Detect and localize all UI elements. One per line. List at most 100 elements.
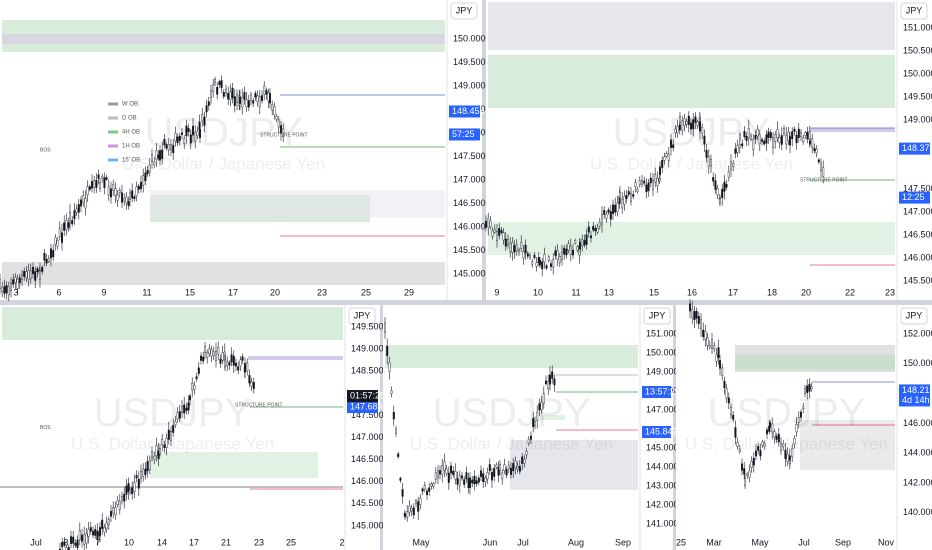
candle <box>230 354 233 363</box>
candle <box>488 464 491 472</box>
annotation: BOS <box>40 147 51 153</box>
candle <box>69 536 72 544</box>
candle <box>583 240 586 246</box>
candle <box>489 220 492 227</box>
candle <box>659 166 662 176</box>
candle <box>743 131 746 137</box>
candle <box>543 253 546 263</box>
candle <box>652 180 655 190</box>
candle <box>142 175 145 186</box>
candle <box>163 444 166 448</box>
candle <box>596 227 599 233</box>
candle <box>133 196 136 199</box>
candle <box>214 350 217 362</box>
candle <box>536 411 539 421</box>
candle <box>194 132 197 142</box>
candle <box>539 259 542 266</box>
candle <box>691 308 694 318</box>
candle <box>756 129 759 137</box>
candle <box>116 194 119 201</box>
candle <box>243 92 246 100</box>
candle <box>395 428 398 434</box>
candle <box>702 329 705 337</box>
candle <box>443 461 446 471</box>
countdown: 01:57:25 <box>350 390 385 400</box>
candle <box>551 371 554 379</box>
candle <box>822 167 825 177</box>
currency-box <box>643 307 671 325</box>
candle <box>636 189 639 192</box>
candle <box>572 249 575 256</box>
zone <box>2 307 343 340</box>
candle <box>632 194 635 197</box>
candle <box>547 381 550 390</box>
candle <box>695 311 698 319</box>
candle <box>552 259 555 268</box>
candle <box>785 134 788 145</box>
candle <box>526 253 529 257</box>
candle <box>120 192 123 203</box>
candle <box>778 137 781 143</box>
candle <box>12 279 15 285</box>
candle <box>133 482 136 492</box>
candle <box>641 180 644 185</box>
candle <box>116 500 119 505</box>
time-label: 20 <box>801 287 811 297</box>
candle <box>208 348 211 354</box>
time-label: 11 <box>571 287 580 297</box>
candle <box>511 242 514 253</box>
candle <box>465 472 468 480</box>
zone <box>2 34 445 44</box>
zone <box>735 355 895 370</box>
candle <box>96 530 99 540</box>
candle <box>228 362 231 366</box>
watermark-sub: U.S. Dollar / Japanese Yen <box>410 435 613 454</box>
candle <box>77 204 80 213</box>
candle <box>223 359 226 367</box>
price-tick: 145.000 <box>453 268 486 278</box>
candle <box>706 337 709 346</box>
candle <box>545 265 548 269</box>
candle <box>161 439 164 445</box>
time-label: Jun <box>483 537 498 547</box>
candle <box>503 464 506 471</box>
candle <box>107 519 110 525</box>
candle <box>520 242 523 249</box>
candle <box>212 84 215 92</box>
candle <box>693 311 696 321</box>
candle <box>598 221 601 227</box>
candle <box>579 241 582 250</box>
candle <box>730 407 733 415</box>
candle <box>95 179 98 188</box>
candle <box>797 417 800 423</box>
time-label: 23 <box>885 287 895 297</box>
candle <box>390 390 393 394</box>
price-tick: 149.500 <box>351 321 384 331</box>
candle <box>206 351 209 358</box>
candle <box>224 88 227 93</box>
candle <box>222 92 225 97</box>
candle <box>811 138 814 148</box>
candle <box>614 204 617 213</box>
candle <box>694 116 697 123</box>
candle <box>54 237 57 245</box>
candle <box>86 186 89 196</box>
candle <box>658 178 661 182</box>
candle <box>493 468 496 477</box>
price-tick: 151.000 <box>646 328 679 338</box>
candle <box>802 406 805 410</box>
candle <box>131 487 134 495</box>
candle <box>125 485 128 495</box>
currency-label: JPY <box>906 310 923 320</box>
candle <box>0 279 2 289</box>
candle <box>776 129 779 138</box>
candle <box>769 132 772 138</box>
candle <box>212 351 215 357</box>
time-label: 10 <box>533 287 543 297</box>
candle <box>437 470 440 478</box>
time-label: Mar <box>706 537 722 547</box>
candle <box>79 199 82 207</box>
candle <box>74 542 77 546</box>
candle <box>800 411 803 418</box>
candle <box>90 181 93 189</box>
